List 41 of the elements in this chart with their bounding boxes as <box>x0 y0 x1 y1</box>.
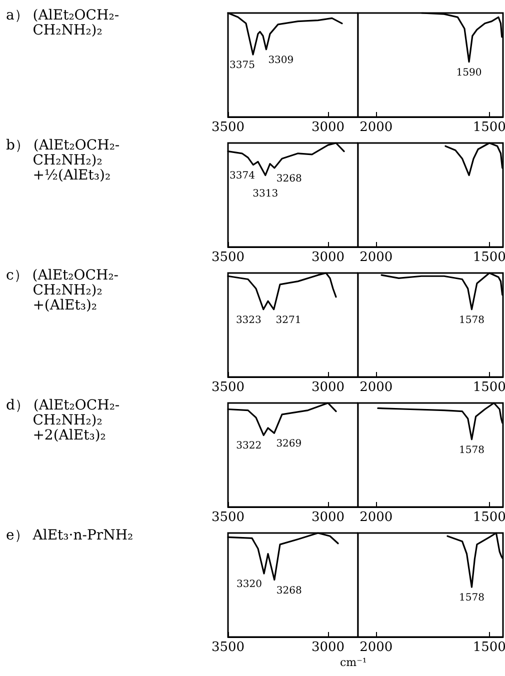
x-tick-label: 1500 <box>472 640 505 655</box>
x-tick-label: 3500 <box>211 510 245 525</box>
x-tick-label: 2000 <box>360 510 393 525</box>
x-tick-label: 1500 <box>472 250 505 265</box>
x-tick-label: 2000 <box>360 380 393 395</box>
annotation: 3309 <box>268 54 294 66</box>
annotation: 3323 <box>236 314 262 326</box>
x-tick-label: 3000 <box>311 380 345 395</box>
annotation: 1578 <box>459 444 484 456</box>
x-tick-label: 3500 <box>211 120 245 135</box>
annotation: 1590 <box>456 67 482 78</box>
x-tick-label: 1500 <box>472 380 505 395</box>
x-axis-title: cm⁻¹ <box>340 656 367 669</box>
text: c） (AlEt₂OCH₂- CH₂NH₂)₂ +(AlEt₃)₂ <box>6 268 119 314</box>
x-tick-label: 1500 <box>472 510 505 525</box>
annotation: 3374 <box>230 170 255 182</box>
text: b） (AlEt₂OCH₂- CH₂NH₂)₂ +½(AlEt₃)₂ <box>6 138 120 184</box>
x-tick-label: 3000 <box>311 640 345 655</box>
annotation: 3313 <box>252 188 278 200</box>
x-tick-label: 3500 <box>211 380 245 395</box>
annotation: 3375 <box>230 60 255 72</box>
annotation: 3268 <box>276 173 302 184</box>
x-tick-label: 3000 <box>311 120 345 135</box>
x-tick-label: 1500 <box>472 120 505 135</box>
annotation: 3269 <box>276 438 302 450</box>
annotation: 1578 <box>459 314 484 326</box>
x-tick-label: 2000 <box>360 120 393 135</box>
x-tick-label: 2000 <box>360 250 393 265</box>
annotation: 1578 <box>459 592 484 604</box>
annotation: 3322 <box>236 440 262 452</box>
annotation: 3268 <box>276 585 302 596</box>
text: e） AlEt₃·n-PrNH₂ <box>6 528 134 544</box>
x-tick-label: 3000 <box>311 250 345 265</box>
annotation: 3320 <box>236 579 262 590</box>
x-tick-label: 3000 <box>311 510 345 525</box>
x-tick-label: 3500 <box>211 640 245 655</box>
text: a） (AlEt₂OCH₂- CH₂NH₂)₂ <box>6 8 120 38</box>
x-tick-label: 2000 <box>360 640 393 655</box>
text: d） (AlEt₂OCH₂- CH₂NH₂)₂ +2(AlEt₃)₂ <box>6 398 120 444</box>
annotation: 3271 <box>276 314 302 326</box>
x-tick-label: 3500 <box>211 250 245 265</box>
